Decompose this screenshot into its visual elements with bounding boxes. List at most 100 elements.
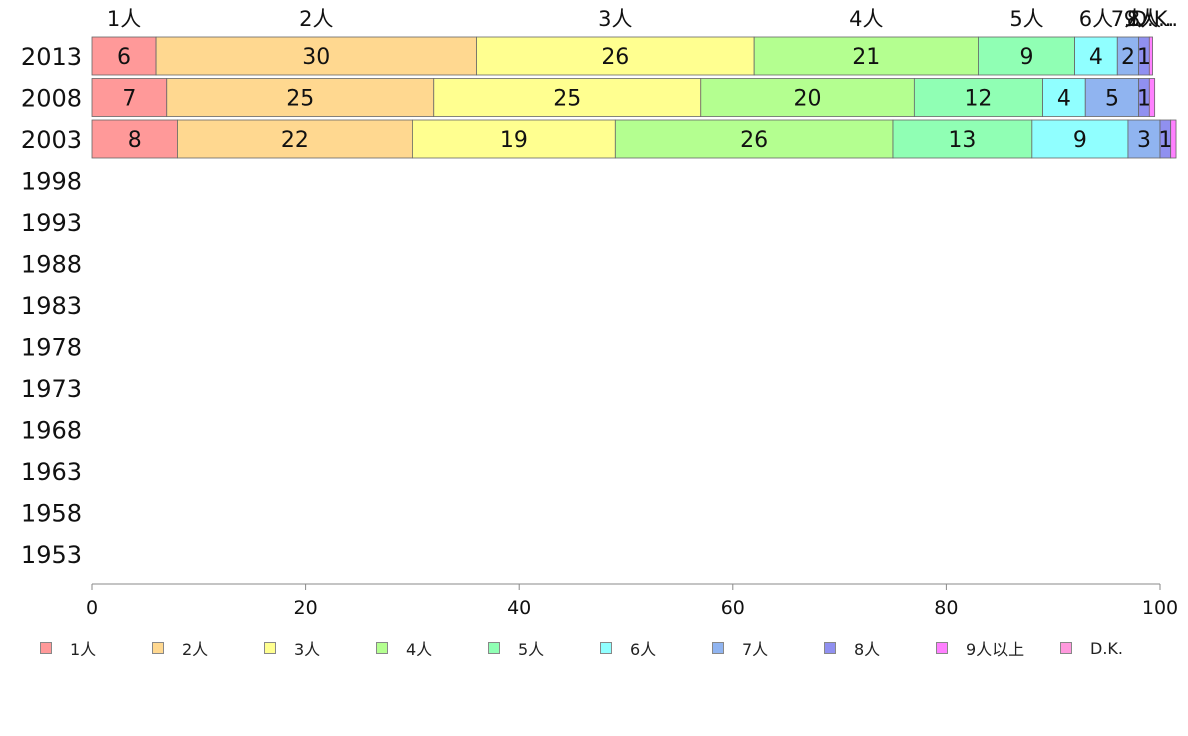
legend: 1人 2人 3人 4人 5人 6人 7人 8人 9人以上 D.K.	[40, 636, 1184, 660]
legend-swatch	[712, 642, 724, 654]
data-label: 5	[1105, 87, 1119, 112]
legend-swatch	[936, 642, 948, 654]
legend-swatch	[376, 642, 388, 654]
legend-label: 9人以上	[966, 640, 1025, 659]
data-label: 13	[948, 128, 976, 153]
legend-label: 2人	[182, 640, 209, 659]
legend-item: 8人	[824, 636, 936, 660]
top-label: 4人	[849, 7, 883, 31]
data-label: 7	[122, 87, 136, 112]
bar-segment	[913, 78, 1043, 117]
bar-segment	[614, 119, 894, 159]
category-label: 1983	[21, 292, 82, 320]
category-label: 1998	[21, 168, 82, 196]
legend-label: 4人	[406, 640, 433, 659]
legend-swatch	[152, 642, 164, 654]
data-label: 4	[1057, 87, 1071, 112]
data-label: 25	[286, 87, 314, 112]
data-label: 3	[1137, 128, 1151, 153]
legend-item: 5人	[488, 636, 600, 660]
legend-swatch	[40, 642, 52, 654]
bar-segment	[1148, 36, 1153, 76]
category-label: 1968	[21, 417, 82, 445]
legend-label: 3人	[294, 640, 321, 659]
data-label: 8	[128, 128, 142, 153]
bar-segment	[91, 78, 168, 117]
data-label: 12	[964, 87, 992, 112]
legend-item: 2人	[152, 636, 264, 660]
legend-label: 5人	[518, 640, 545, 659]
bar-segment	[433, 78, 702, 117]
legend-swatch	[1060, 642, 1072, 654]
category-label: 2008	[21, 85, 82, 113]
top-label: 7人	[1111, 7, 1145, 31]
bar-segment	[1074, 36, 1118, 76]
category-label: 1988	[21, 251, 82, 279]
bar-segment	[1031, 119, 1129, 159]
category-label: 1963	[21, 458, 82, 486]
category-label: 1958	[21, 500, 82, 528]
data-label: 21	[852, 45, 880, 70]
bar-segment	[155, 36, 477, 76]
bar-segment	[1042, 78, 1086, 117]
x-tick-label: 20	[294, 597, 318, 619]
legend-label: 7人	[742, 640, 769, 659]
data-label: 9	[1020, 45, 1034, 70]
top-label: 2人	[299, 7, 333, 31]
bar-segment	[177, 119, 413, 159]
bar-segment	[91, 119, 178, 159]
legend-swatch	[264, 642, 276, 654]
legend-item: 1人	[40, 636, 152, 660]
category-label: 1973	[21, 375, 82, 403]
bar-segment	[166, 78, 435, 117]
bar-segment	[753, 36, 979, 76]
x-tick-label: 0	[86, 597, 98, 619]
data-label: 26	[601, 45, 629, 70]
top-label: 6人	[1079, 7, 1113, 31]
x-tick-label: 60	[721, 597, 745, 619]
legend-swatch	[824, 642, 836, 654]
data-label: 4	[1089, 45, 1103, 70]
data-label: 1	[1158, 128, 1172, 153]
data-label: 2	[1121, 45, 1135, 70]
legend-item: 6人	[600, 636, 712, 660]
top-label: 9人...	[1124, 7, 1178, 31]
category-label: 2003	[21, 126, 82, 154]
x-tick-label: 80	[934, 597, 958, 619]
legend-item: D.K.	[1060, 639, 1184, 658]
x-tick-label: 100	[1142, 597, 1178, 619]
category-label: 1978	[21, 334, 82, 362]
data-label: 25	[553, 87, 581, 112]
top-label: 1人	[107, 7, 141, 31]
legend-label: 1人	[70, 640, 97, 659]
bar-segment	[978, 36, 1075, 76]
bar-segment	[700, 78, 915, 117]
legend-item: 3人	[264, 636, 376, 660]
bar-segment	[91, 36, 157, 76]
legend-swatch	[600, 642, 612, 654]
top-label: D.K.	[1131, 7, 1174, 31]
x-tick-label: 40	[507, 597, 531, 619]
bar-segment	[1148, 78, 1156, 117]
bar-segment	[411, 119, 616, 159]
data-label: 30	[302, 45, 330, 70]
legend-item: 9人以上	[936, 636, 1060, 660]
bar-segment	[1127, 119, 1161, 159]
data-label: 20	[794, 87, 822, 112]
data-label: 1	[1137, 45, 1151, 70]
legend-label: 6人	[630, 640, 657, 659]
top-label: 5人	[1009, 7, 1043, 31]
legend-item: 4人	[376, 636, 488, 660]
legend-label: D.K.	[1090, 638, 1123, 658]
category-label: 1953	[21, 541, 82, 569]
legend-label: 8人	[854, 640, 881, 659]
data-label: 19	[500, 128, 528, 153]
legend-swatch	[488, 642, 500, 654]
data-label: 9	[1073, 128, 1087, 153]
data-label: 1	[1137, 87, 1151, 112]
top-label: 3人	[598, 7, 632, 31]
legend-item: 7人	[712, 636, 824, 660]
category-label: 1993	[21, 209, 82, 237]
data-label: 22	[281, 128, 309, 153]
